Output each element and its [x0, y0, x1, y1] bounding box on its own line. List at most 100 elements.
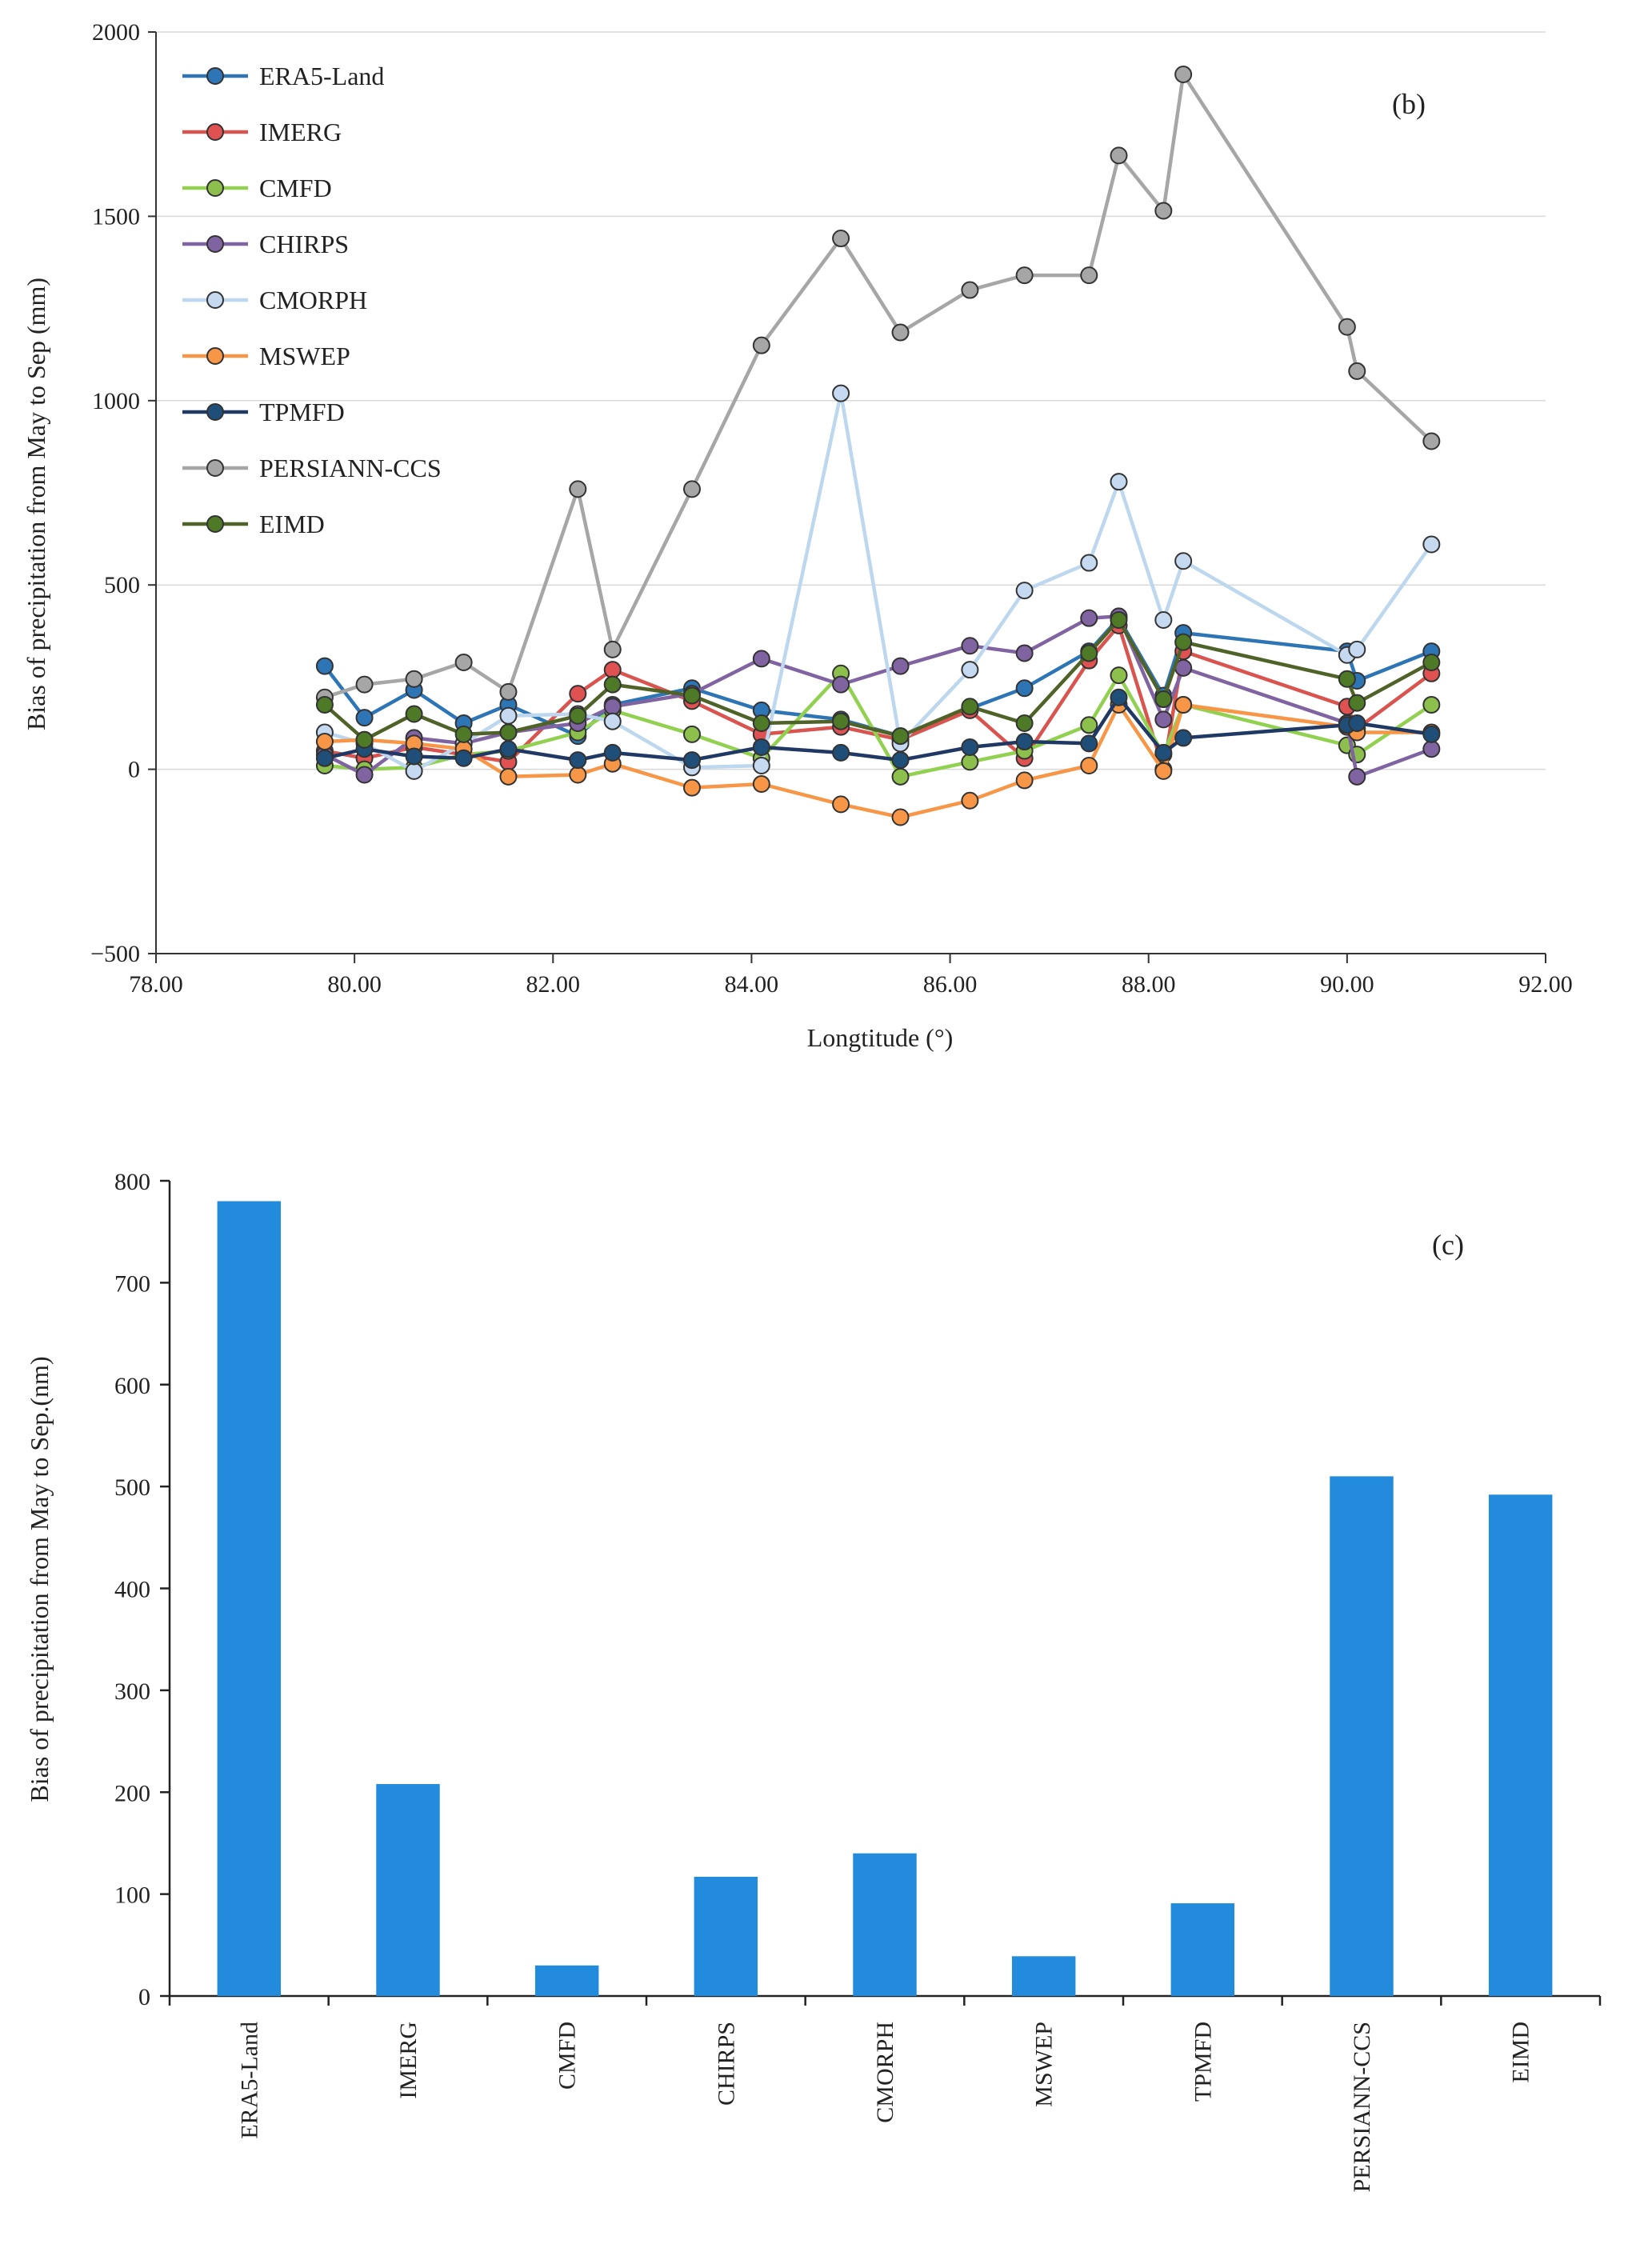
data-point	[1338, 318, 1356, 336]
bar-tpmfd	[1170, 1903, 1235, 1996]
data-point	[891, 808, 910, 826]
data-point	[1154, 202, 1173, 220]
data-point	[1348, 694, 1366, 712]
data-point	[1015, 714, 1034, 732]
x-tick-label: 82.00	[526, 971, 581, 998]
data-point	[1348, 767, 1366, 786]
data-point	[405, 705, 423, 723]
y-axis-title: Bias of precipitation from May to Sep (m…	[22, 278, 50, 730]
data-point	[1174, 65, 1193, 83]
x-tick-label: 88.00	[1122, 971, 1176, 998]
y-tick-label: 400	[114, 1577, 150, 1603]
legend-marker	[206, 67, 224, 85]
legend-label: TPMFD	[259, 398, 345, 426]
legend-label: PERSIANN-CCS	[259, 454, 442, 482]
y-tick-label: 800	[114, 1169, 150, 1195]
y-tick-label: 0	[128, 757, 140, 783]
bar-mswep	[1011, 1956, 1076, 1996]
x-tick-label: 78.00	[129, 971, 183, 998]
legend-entry: CMFD	[182, 174, 332, 202]
data-point	[1080, 716, 1098, 734]
data-point	[1422, 695, 1441, 714]
data-point	[752, 650, 770, 668]
y-tick-label: 700	[114, 1270, 150, 1297]
legend-marker	[206, 179, 224, 197]
x-tick-label: 80.00	[327, 971, 382, 998]
data-point	[961, 753, 979, 771]
data-point	[454, 725, 473, 743]
data-point	[405, 762, 423, 780]
series-eimd	[315, 610, 1441, 749]
data-point	[603, 675, 622, 694]
data-point	[1174, 695, 1193, 714]
legend-entry: CMORPH	[182, 286, 367, 314]
data-point	[832, 795, 850, 814]
panel-label-b: (b)	[1392, 88, 1426, 120]
series-cmfd	[315, 664, 1441, 786]
data-point	[682, 751, 701, 770]
data-point	[1015, 582, 1034, 600]
data-point	[315, 749, 334, 767]
data-point	[1174, 633, 1193, 651]
legend-entry: PERSIANN-CCS	[182, 454, 442, 482]
data-point	[1154, 610, 1173, 629]
data-point	[752, 714, 770, 732]
x-tick-label: CMFD	[554, 2022, 581, 2090]
data-point	[1422, 725, 1441, 743]
data-point	[569, 480, 587, 498]
data-point	[961, 698, 979, 716]
data-point	[355, 766, 374, 784]
x-tick-label: CHIRPS	[713, 2022, 739, 2106]
y-tick-label: 200	[114, 1780, 150, 1806]
data-point	[603, 661, 622, 679]
series-line	[323, 616, 1433, 738]
x-tick-label: TPMFD	[1190, 2022, 1216, 2102]
legend-entry: MSWEP	[182, 342, 350, 370]
data-point	[1154, 743, 1173, 762]
data-point	[1110, 146, 1128, 165]
bar-eimd	[1488, 1494, 1553, 1996]
data-point	[961, 281, 979, 299]
data-point	[961, 661, 979, 679]
data-point	[569, 751, 587, 770]
data-point	[355, 709, 374, 727]
y-tick-label: 600	[114, 1373, 150, 1399]
series-lines	[315, 65, 1441, 826]
y-tick-labels: −500 0 500 1000 1500 2000	[90, 19, 140, 967]
legend-marker	[206, 403, 224, 421]
y-tick-label: 100	[114, 1882, 150, 1909]
data-point	[752, 738, 770, 756]
legend-entry: IMERG	[182, 118, 342, 146]
x-tick-label: 90.00	[1320, 971, 1374, 998]
data-point	[891, 323, 910, 342]
data-point	[1110, 610, 1128, 629]
data-point	[1422, 740, 1441, 758]
y-tick-label: 500	[114, 1474, 150, 1501]
bar-chirps	[694, 1876, 758, 1996]
data-point	[1110, 473, 1128, 491]
x-tick-label: ERA5-Land	[236, 2022, 262, 2139]
data-point	[832, 675, 850, 694]
legend-label: ERA5-Land	[259, 62, 384, 90]
legend-marker	[206, 459, 224, 477]
bars	[217, 1201, 1553, 1996]
data-point	[569, 766, 587, 784]
series-persiann-ccs	[315, 65, 1441, 706]
x-tick-label: 92.00	[1518, 971, 1573, 998]
data-point	[891, 727, 910, 746]
y-tick-label: 1500	[92, 203, 140, 230]
legend-marker	[206, 235, 224, 253]
y-tick-label: −500	[90, 941, 140, 967]
data-point	[1080, 266, 1098, 285]
legend-entry: TPMFD	[182, 398, 345, 426]
x-tick-label: IMERG	[395, 2022, 422, 2099]
legend-marker	[206, 291, 224, 309]
y-tick-label: 0	[138, 1984, 150, 2010]
data-point	[499, 767, 518, 786]
data-point	[454, 653, 473, 671]
data-point	[832, 743, 850, 762]
legend-label: IMERG	[259, 118, 342, 146]
bar-chart-panel-c: 0 100 200 300 400 500 600 700 800 ERA5-Land IMERG…	[25, 1169, 1602, 2192]
legend-marker	[206, 515, 224, 533]
data-point	[1338, 670, 1356, 688]
